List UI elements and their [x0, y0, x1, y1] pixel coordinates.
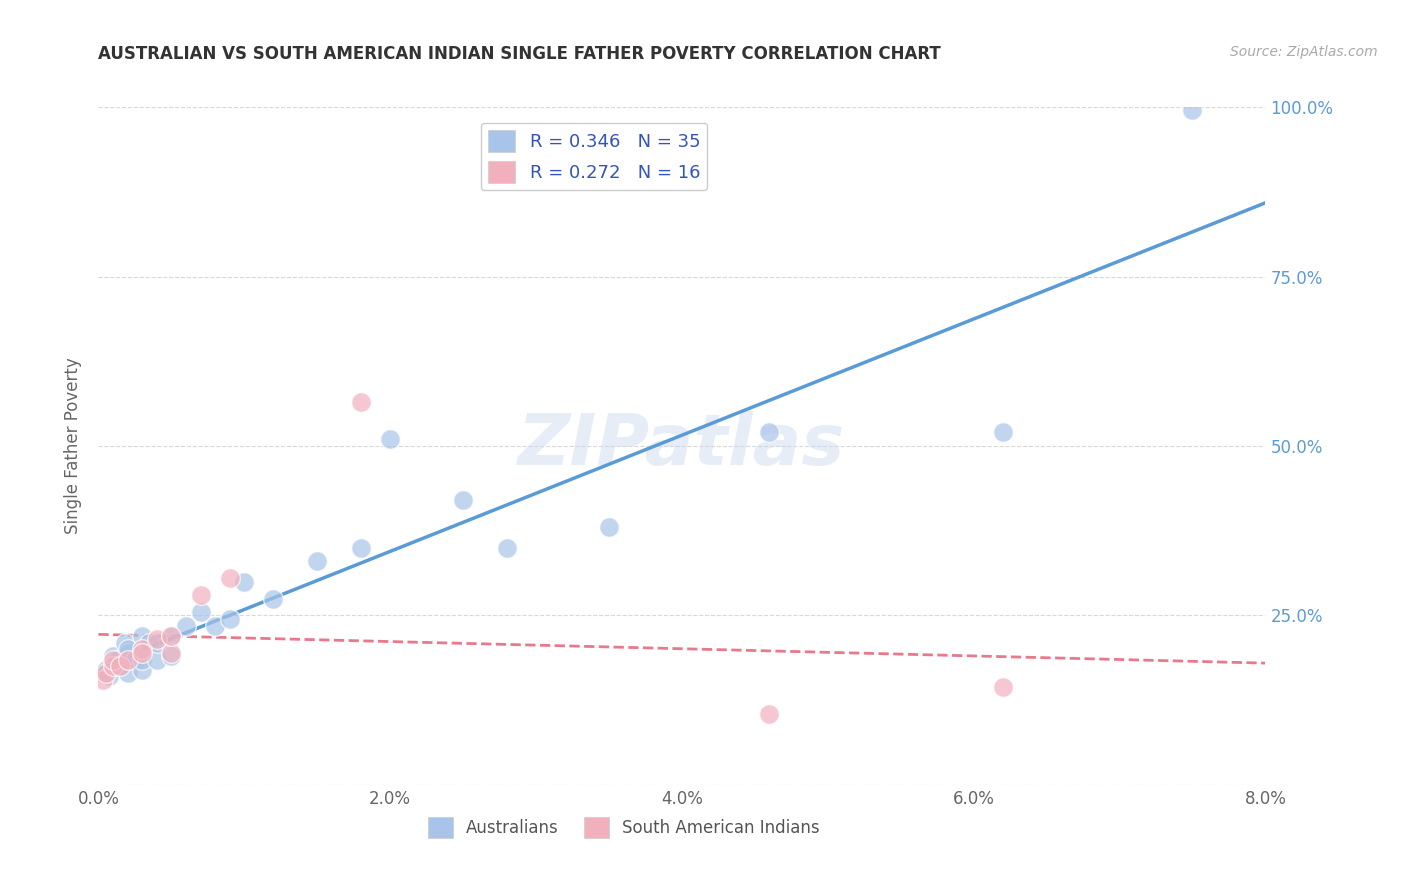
Y-axis label: Single Father Poverty: Single Father Poverty — [65, 358, 83, 534]
Point — [204, 618, 226, 632]
Point — [117, 642, 139, 657]
Point — [350, 395, 373, 409]
Point — [758, 425, 780, 440]
Point — [380, 432, 402, 446]
Text: Source: ZipAtlas.com: Source: ZipAtlas.com — [1230, 45, 1378, 59]
Point — [101, 652, 124, 666]
Point — [758, 706, 780, 721]
Point — [110, 659, 132, 673]
Point — [991, 680, 1014, 694]
Point — [160, 646, 183, 660]
Point — [91, 673, 114, 687]
Point — [1181, 103, 1204, 118]
Point — [91, 666, 114, 681]
Point — [94, 663, 117, 677]
Point — [146, 635, 169, 649]
Point — [233, 574, 256, 589]
Point — [190, 605, 212, 619]
Legend: Australians, South American Indians: Australians, South American Indians — [420, 811, 827, 845]
Point — [101, 659, 124, 673]
Point — [496, 541, 519, 555]
Point — [138, 635, 160, 649]
Point — [451, 493, 474, 508]
Point — [105, 652, 128, 666]
Point — [131, 642, 153, 657]
Point — [101, 649, 124, 664]
Point — [350, 541, 373, 555]
Point — [94, 666, 117, 681]
Point — [117, 646, 139, 660]
Point — [131, 652, 153, 666]
Point — [160, 629, 183, 643]
Point — [97, 669, 120, 683]
Point — [190, 588, 212, 602]
Point — [598, 520, 620, 534]
Point — [101, 659, 124, 673]
Point — [146, 632, 169, 647]
Point — [991, 425, 1014, 440]
Point — [262, 591, 284, 606]
Text: ZIPatlas: ZIPatlas — [519, 411, 845, 481]
Point — [117, 666, 139, 681]
Point — [160, 629, 183, 643]
Point — [174, 618, 197, 632]
Point — [124, 652, 146, 666]
Point — [131, 646, 153, 660]
Point — [160, 649, 183, 664]
Point — [110, 659, 132, 673]
Point — [131, 629, 153, 643]
Text: AUSTRALIAN VS SOUTH AMERICAN INDIAN SINGLE FATHER POVERTY CORRELATION CHART: AUSTRALIAN VS SOUTH AMERICAN INDIAN SING… — [98, 45, 941, 62]
Point — [146, 652, 169, 666]
Point — [218, 571, 240, 585]
Point — [131, 663, 153, 677]
Point — [218, 612, 240, 626]
Point — [307, 554, 329, 568]
Point — [114, 635, 136, 649]
Point — [117, 652, 139, 666]
